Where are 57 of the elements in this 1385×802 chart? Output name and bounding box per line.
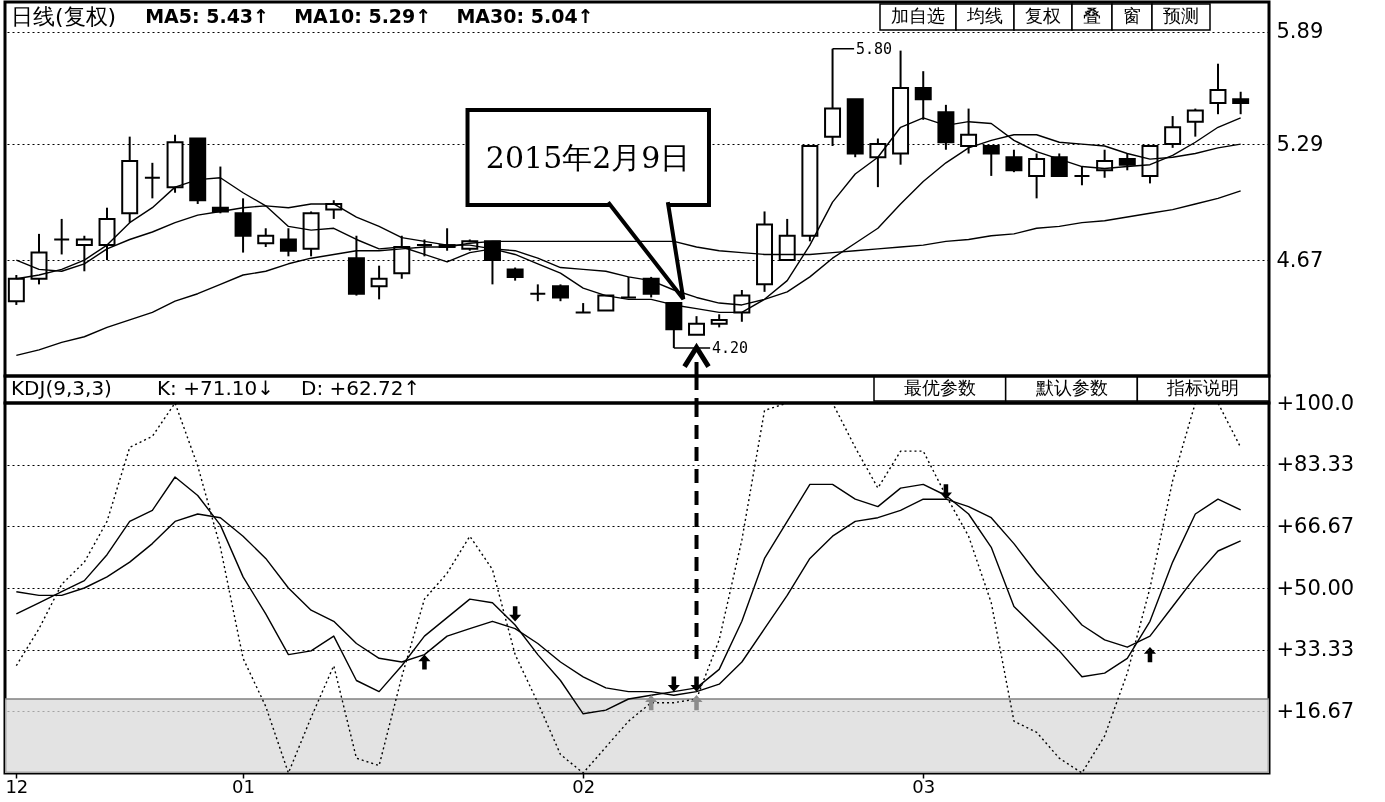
candlestick — [620, 275, 637, 299]
x-tick-label: 03 — [912, 775, 936, 797]
y-tick-label: +33.33 — [1276, 637, 1355, 662]
text: 默认参数 — [1034, 377, 1108, 398]
point — [509, 606, 522, 622]
candlestick — [370, 264, 388, 301]
annotation: 加自选 — [891, 5, 945, 26]
annotation: D: +62.72↑ — [301, 376, 421, 400]
point — [939, 484, 952, 500]
annotation: 预测 — [1163, 5, 1199, 26]
x-tick-label: 12 — [5, 775, 29, 797]
y-tick-label: 5.89 — [1276, 19, 1324, 44]
annotation: K: +71.10↓ — [157, 376, 274, 400]
point — [1143, 647, 1157, 663]
candlestick — [75, 234, 93, 273]
candlestick — [1050, 152, 1068, 177]
text: 最优参数 — [903, 377, 976, 398]
y-tick-label: 5.29 — [1276, 131, 1324, 156]
point — [418, 654, 431, 670]
candlestick — [1232, 90, 1250, 116]
chart-title: KDJ(9,3,3) — [11, 376, 112, 400]
candlestick — [1186, 107, 1204, 138]
annotation: 2015年2月9日 — [485, 140, 691, 175]
y-tick-label: +100.0 — [1276, 390, 1355, 415]
candlestick — [1028, 152, 1046, 200]
text: 指标说明 — [1166, 377, 1240, 398]
annotation: 4.20 — [711, 338, 749, 357]
annotation: MA10: 5.29↑ — [294, 5, 432, 27]
candlestick — [279, 227, 297, 258]
annotation: 复权 — [1025, 5, 1061, 26]
annotation: 均线 — [966, 5, 1003, 26]
candlestick — [53, 217, 71, 256]
annotation: 5.80 — [855, 39, 893, 58]
x-tick-label: 02 — [572, 775, 596, 797]
annotation: MA30: 5.04↑ — [456, 5, 594, 27]
chart-title: 日线(复权) — [11, 4, 117, 29]
candlestick — [143, 161, 161, 200]
y-tick-label: +66.67 — [1276, 513, 1355, 538]
annotation: 叠 — [1083, 5, 1101, 26]
point — [667, 676, 680, 692]
point — [645, 695, 658, 711]
x-tick-label: 01 — [232, 775, 256, 797]
y-tick-label: +50.00 — [1276, 575, 1355, 600]
candlestick — [1005, 148, 1023, 174]
y-tick-label: 4.67 — [1276, 247, 1324, 272]
candlestick — [688, 315, 705, 336]
annotation: MA5: 5.43↑ — [145, 5, 269, 27]
candlestick — [642, 275, 660, 299]
candlestick — [1073, 165, 1091, 187]
y-tick-label: +83.33 — [1276, 452, 1355, 477]
candlestick — [257, 227, 275, 248]
candlestick — [1209, 62, 1227, 116]
y-tick-label: +16.67 — [1276, 698, 1355, 723]
point — [690, 676, 703, 692]
point — [690, 695, 703, 711]
annotation: 窗 — [1123, 5, 1141, 26]
candlestick — [234, 197, 252, 254]
